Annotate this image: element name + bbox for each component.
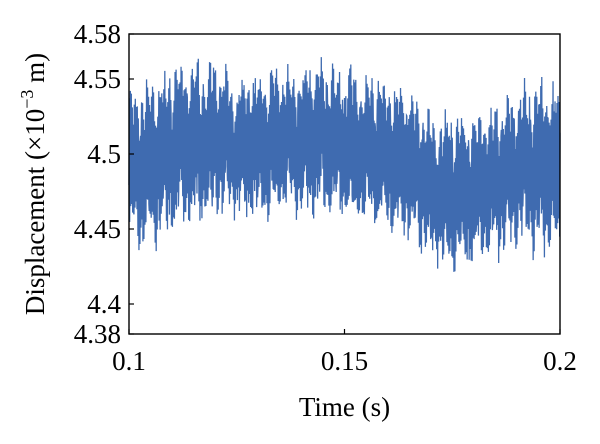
y-tick-label: 4.58 [74, 19, 121, 49]
displacement-series-line [128, 57, 561, 272]
x-tick-label: 0.2 [543, 346, 577, 376]
x-tick-label: 0.15 [321, 346, 368, 376]
y-tick-label: 4.38 [74, 319, 121, 349]
x-tick-label: 0.1 [112, 346, 146, 376]
y-axis: 4.384.4 4.45 4.5 4.55 4.58 [74, 19, 134, 349]
y-tick-label: 4.55 [74, 64, 121, 94]
y-tick-label: 4.4 [87, 289, 121, 319]
y-axis-title-exponent: −3 [17, 90, 37, 109]
y-axis-title-suffix: m) [20, 53, 50, 90]
y-tick-label: 4.45 [74, 214, 121, 244]
x-axis-title: Time (s) [299, 392, 390, 422]
x-axis: 0.1 0.15 0.2 [112, 329, 577, 376]
y-axis-title-prefix: Displacement (×10 [20, 109, 50, 315]
y-axis-title: Displacement (×10−3 m) [17, 53, 50, 315]
y-tick-label: 4.5 [87, 139, 121, 169]
series-layer [128, 57, 561, 272]
